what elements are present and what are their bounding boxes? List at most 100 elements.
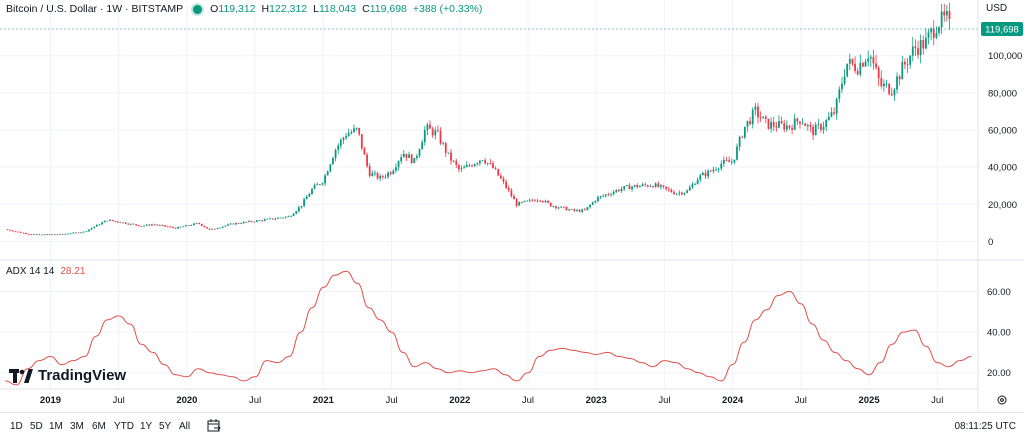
candle-body[interactable] [492,163,494,169]
candle-body[interactable] [400,157,403,162]
symbol-title[interactable]: Bitcoin / U.S. Dollar · 1W · BITSTAMP [6,3,184,15]
candle-body[interactable] [316,184,319,186]
candle-body[interactable] [195,223,198,224]
candle-body[interactable] [232,223,235,225]
candle-body[interactable] [158,225,161,226]
candle-body[interactable] [67,233,69,235]
candle-body[interactable] [568,209,570,211]
candle-body[interactable] [164,225,166,227]
candle-body[interactable] [429,124,431,129]
candle-body[interactable] [783,123,786,130]
candle-body[interactable] [914,46,917,49]
candle-body[interactable] [628,185,631,190]
candle-body[interactable] [321,183,324,185]
candle-body[interactable] [730,162,733,163]
candle-body[interactable] [867,58,870,62]
candle-body[interactable] [883,83,885,87]
candle-body[interactable] [531,199,534,201]
candle-body[interactable] [101,222,103,225]
candle-body[interactable] [502,178,505,182]
adx-legend[interactable]: ADX 14 14 28.21 [6,266,85,277]
candle-body[interactable] [313,185,316,189]
candle-body[interactable] [917,48,919,56]
tradingview-logo[interactable]: TradingView [9,367,126,384]
candle-body[interactable] [528,199,531,201]
candle-body[interactable] [366,154,368,167]
candle-body[interactable] [151,224,153,226]
candle-body[interactable] [544,200,547,203]
candle-body[interactable] [143,225,145,227]
timeframe-ytd-button[interactable]: YTD [114,421,134,432]
candle-body[interactable] [565,207,568,211]
candle-body[interactable] [368,166,371,177]
candle-body[interactable] [785,125,788,130]
candle-body[interactable] [906,64,909,66]
candle-body[interactable] [379,175,382,179]
candle-body[interactable] [460,168,463,170]
candle-body[interactable] [98,224,101,226]
candle-body[interactable] [820,124,822,130]
candle-body[interactable] [311,188,313,195]
candle-body[interactable] [904,61,906,65]
candle-body[interactable] [688,187,691,191]
candle-body[interactable] [74,232,77,234]
candle-body[interactable] [717,168,720,170]
candle-body[interactable] [137,225,140,227]
candle-body[interactable] [494,168,497,169]
candle-body[interactable] [229,223,232,225]
candle-body[interactable] [211,228,214,230]
candle-body[interactable] [741,136,744,138]
candle-body[interactable] [694,184,696,185]
candle-body[interactable] [759,117,762,119]
candle-body[interactable] [258,220,261,222]
candle-body[interactable] [27,233,30,235]
candle-body[interactable] [649,186,652,188]
candle-body[interactable] [300,205,303,208]
candle-body[interactable] [733,159,736,163]
candle-body[interactable] [292,213,295,216]
candle-body[interactable] [709,170,712,172]
candle-body[interactable] [457,164,460,170]
candle-body[interactable] [762,116,765,119]
candle-body[interactable] [116,221,119,223]
candle-body[interactable] [324,175,326,184]
candle-body[interactable] [135,224,138,226]
candle-body[interactable] [153,224,156,226]
candle-body[interactable] [510,190,513,197]
candle-body[interactable] [255,220,258,222]
candle-body[interactable] [290,215,292,217]
candle-body[interactable] [670,189,673,193]
candle-body[interactable] [122,222,124,224]
candle-body[interactable] [332,158,334,165]
timeframe-1d-button[interactable]: 1D [10,421,23,432]
candle-body[interactable] [442,143,445,144]
candle-body[interactable] [193,223,195,226]
candle-body[interactable] [835,98,838,114]
candle-body[interactable] [38,234,41,236]
candle-body[interactable] [520,201,523,203]
candle-body[interactable] [817,124,820,126]
candle-body[interactable] [560,206,563,208]
candle-body[interactable] [793,118,796,130]
candle-body[interactable] [875,63,877,68]
candle-body[interactable] [625,185,628,187]
candle-body[interactable] [444,143,447,153]
candle-body[interactable] [615,189,618,193]
candle-body[interactable] [822,126,825,130]
candle-body[interactable] [799,121,801,124]
candle-body[interactable] [885,83,888,85]
candle-body[interactable] [95,224,98,227]
candle-body[interactable] [353,128,355,133]
candle-body[interactable] [269,218,271,220]
candle-body[interactable] [124,222,127,224]
candle-body[interactable] [725,159,728,161]
candle-body[interactable] [326,171,329,176]
candle-body[interactable] [555,206,557,209]
candle-body[interactable] [161,225,164,226]
candle-body[interactable] [901,61,904,80]
candle-body[interactable] [297,207,300,212]
candle-body[interactable] [583,209,586,211]
candle-body[interactable] [72,232,75,234]
candle-body[interactable] [329,164,332,172]
timeframe-5d-button[interactable]: 5D [30,421,43,432]
